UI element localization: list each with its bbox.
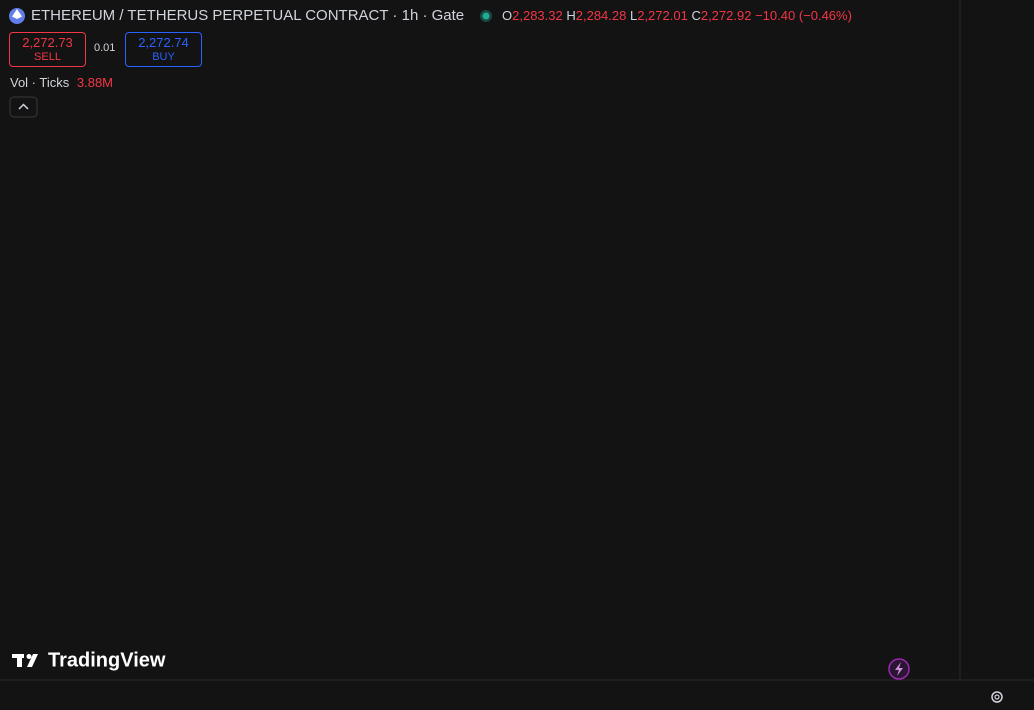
sell-button[interactable]: 2,272.73 SELL bbox=[9, 32, 86, 67]
collapse-icon bbox=[18, 103, 29, 110]
settings-button[interactable] bbox=[991, 691, 1003, 703]
ohlc-legend: O2,283.32 H2,284.28 L2,272.01 C2,272.92 … bbox=[502, 8, 852, 23]
ohlc-label: H bbox=[566, 8, 576, 23]
buy-button[interactable]: 2,272.74 BUY bbox=[125, 32, 202, 67]
symbol-title: ETHEREUM / TETHERUS PERPETUAL CONTRACT ·… bbox=[31, 7, 465, 24]
settings-icon bbox=[994, 694, 1000, 700]
change: −10.40 (−0.46%) bbox=[755, 8, 852, 23]
logo-part bbox=[26, 654, 32, 659]
ohlc-value: 2,272.01 bbox=[637, 8, 688, 23]
sell-label: SELL bbox=[34, 51, 61, 63]
logo-part bbox=[17, 654, 22, 667]
ohlc-label: L bbox=[629, 8, 638, 23]
ohlc-label: C bbox=[691, 8, 701, 23]
ohlc-label: O bbox=[502, 8, 513, 23]
spread: 0.01 bbox=[94, 42, 116, 54]
buy-label: BUY bbox=[152, 51, 175, 63]
indicator-value: 3.88M bbox=[76, 75, 114, 90]
ohlc-value: 2,283.32 bbox=[512, 8, 563, 23]
tradingview-logo: TradingView bbox=[12, 649, 166, 671]
indicator-legend: Vol · Ticks 3.88M bbox=[10, 75, 113, 90]
alert-icon bbox=[895, 662, 903, 676]
ohlc-value: 2,284.28 bbox=[575, 8, 627, 23]
status-dot bbox=[482, 12, 490, 20]
indicator-name: Vol · Ticks bbox=[10, 75, 70, 90]
buy-price: 2,272.74 bbox=[138, 35, 189, 50]
sell-price: 2,272.73 bbox=[22, 35, 73, 50]
ohlc-value: 2,272.92 bbox=[700, 8, 752, 23]
logo-part bbox=[27, 654, 38, 667]
collapse-button[interactable] bbox=[9, 96, 38, 118]
coin-icon-glyph bbox=[12, 9, 22, 19]
watermark: TradingView bbox=[48, 649, 166, 671]
